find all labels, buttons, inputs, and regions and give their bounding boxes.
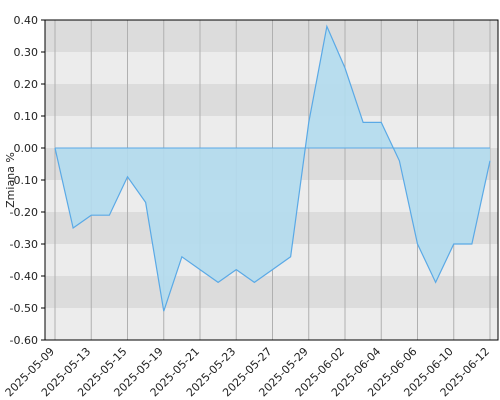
y-tick-label: 0.40 (14, 14, 39, 27)
y-tick-label: 0.20 (14, 78, 39, 91)
y-axis-label: Zmiana % (4, 152, 17, 208)
grid-band (45, 276, 498, 308)
y-tick-label: -0.30 (10, 238, 38, 251)
y-tick-label: 0.30 (14, 46, 39, 59)
y-tick-label: 0.00 (14, 142, 39, 155)
grid-band (45, 84, 498, 116)
grid-band (45, 20, 498, 52)
y-tick-label: -0.40 (10, 270, 38, 283)
y-tick-label: -0.10 (10, 174, 38, 187)
grid-band (45, 116, 498, 148)
line (54, 24, 491, 312)
y-tick-label: -0.60 (10, 334, 38, 347)
grid-band (45, 308, 498, 340)
y-tick-label: -0.50 (10, 302, 38, 315)
area (55, 26, 490, 312)
grid-band (45, 52, 498, 84)
y-tick-label: 0.10 (14, 110, 39, 123)
y-tick-label: -0.20 (10, 206, 38, 219)
plot-border (44, 19, 499, 341)
